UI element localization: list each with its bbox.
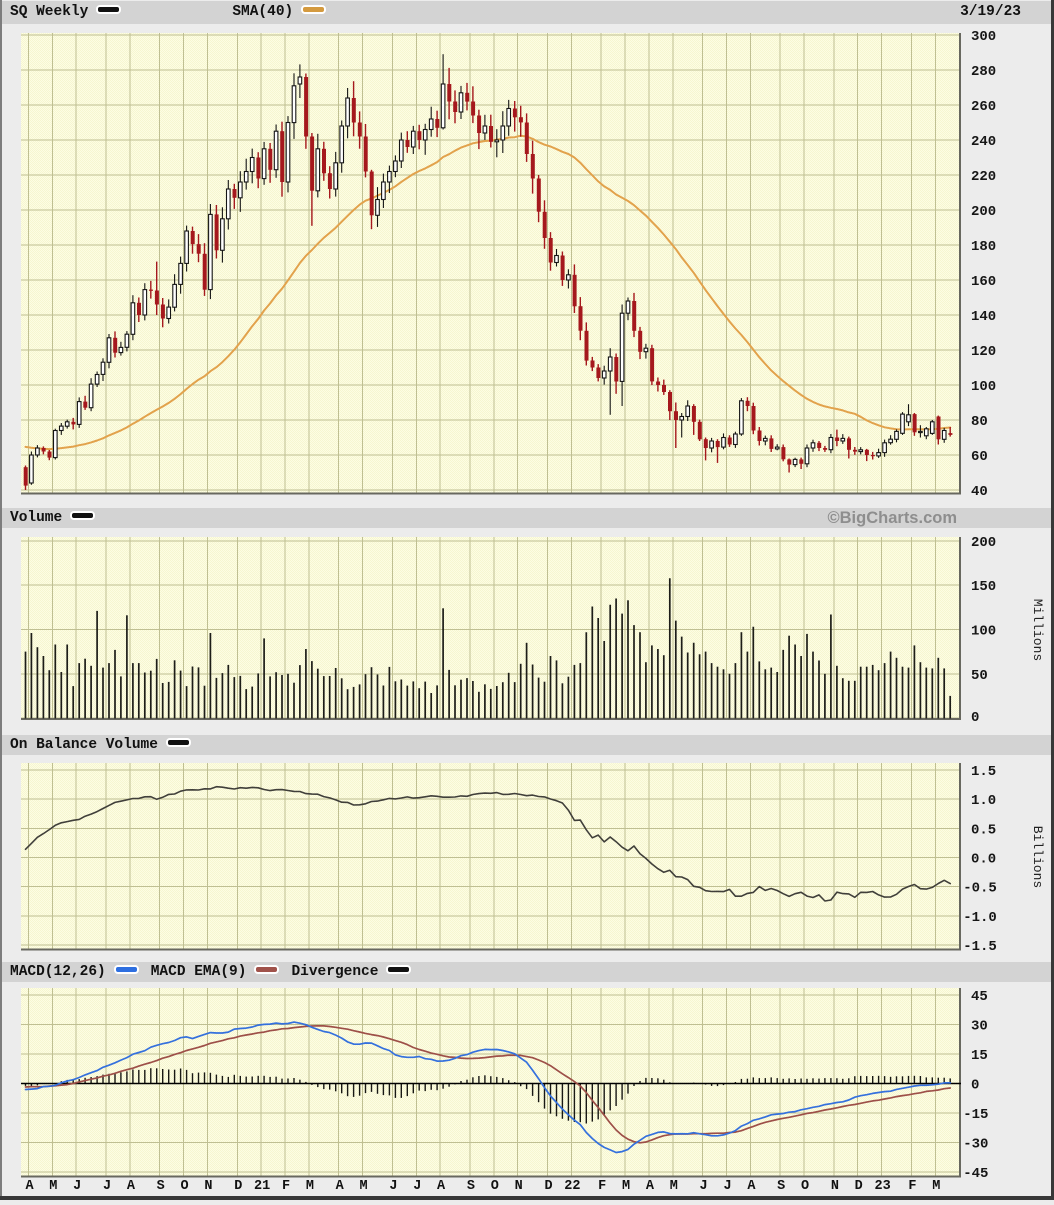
svg-text:300: 300 <box>971 29 996 45</box>
svg-text:0: 0 <box>971 1078 979 1094</box>
svg-text:M: M <box>932 1179 940 1194</box>
svg-text:J: J <box>723 1179 731 1194</box>
svg-text:Billions: Billions <box>1030 826 1045 888</box>
svg-text:A: A <box>747 1179 756 1194</box>
svg-text:J: J <box>413 1179 421 1194</box>
svg-text:A: A <box>25 1179 34 1194</box>
svg-text:D: D <box>855 1179 863 1194</box>
svg-text:-1.0: -1.0 <box>963 910 997 926</box>
svg-text:100: 100 <box>971 624 996 640</box>
svg-text:S: S <box>777 1179 785 1194</box>
svg-text:0.0: 0.0 <box>971 852 996 868</box>
svg-text:A: A <box>336 1179 345 1194</box>
svg-text:-30: -30 <box>963 1137 988 1153</box>
svg-text:O: O <box>801 1179 809 1194</box>
svg-text:1.0: 1.0 <box>971 793 996 809</box>
svg-text:15: 15 <box>971 1048 988 1064</box>
svg-text:260: 260 <box>971 99 996 115</box>
svg-text:140: 140 <box>971 309 996 325</box>
svg-text:A: A <box>127 1179 136 1194</box>
svg-text:-0.5: -0.5 <box>963 881 997 897</box>
svg-text:50: 50 <box>971 668 988 684</box>
svg-text:200: 200 <box>971 204 996 220</box>
svg-text:240: 240 <box>971 134 996 150</box>
svg-text:J: J <box>700 1179 708 1194</box>
svg-text:M: M <box>622 1179 630 1194</box>
svg-text:60: 60 <box>971 449 988 465</box>
svg-text:F: F <box>908 1179 916 1194</box>
svg-text:30: 30 <box>971 1019 988 1035</box>
svg-text:-45: -45 <box>963 1166 988 1182</box>
svg-text:N: N <box>515 1179 523 1194</box>
svg-text:1.5: 1.5 <box>971 764 996 780</box>
svg-text:180: 180 <box>971 239 996 255</box>
svg-text:Millions: Millions <box>1030 599 1045 661</box>
svg-text:280: 280 <box>971 64 996 80</box>
svg-text:22: 22 <box>564 1179 580 1194</box>
svg-text:S: S <box>157 1179 165 1194</box>
svg-text:21: 21 <box>254 1179 270 1194</box>
svg-text:J: J <box>73 1179 81 1194</box>
svg-text:D: D <box>234 1179 242 1194</box>
svg-text:A: A <box>646 1179 655 1194</box>
svg-text:M: M <box>670 1179 678 1194</box>
svg-text:M: M <box>360 1179 368 1194</box>
svg-text:200: 200 <box>971 535 996 551</box>
svg-text:120: 120 <box>971 344 996 360</box>
svg-text:F: F <box>282 1179 290 1194</box>
svg-text:0: 0 <box>971 710 979 726</box>
svg-text:23: 23 <box>874 1179 890 1194</box>
svg-text:J: J <box>389 1179 397 1194</box>
svg-text:160: 160 <box>971 274 996 290</box>
svg-text:M: M <box>49 1179 57 1194</box>
svg-text:A: A <box>437 1179 446 1194</box>
svg-text:N: N <box>831 1179 839 1194</box>
svg-text:F: F <box>598 1179 606 1194</box>
svg-text:0.5: 0.5 <box>971 822 996 838</box>
svg-text:-15: -15 <box>963 1107 988 1123</box>
svg-text:N: N <box>204 1179 212 1194</box>
svg-text:40: 40 <box>971 484 988 500</box>
svg-text:D: D <box>544 1179 552 1194</box>
svg-text:O: O <box>181 1179 189 1194</box>
svg-text:-1.5: -1.5 <box>963 939 997 955</box>
svg-text:M: M <box>306 1179 314 1194</box>
svg-text:220: 220 <box>971 169 996 185</box>
svg-text:100: 100 <box>971 379 996 395</box>
svg-text:80: 80 <box>971 414 988 430</box>
svg-text:O: O <box>491 1179 499 1194</box>
svg-text:J: J <box>103 1179 111 1194</box>
svg-text:150: 150 <box>971 579 996 595</box>
svg-text:45: 45 <box>971 989 988 1005</box>
svg-text:S: S <box>467 1179 475 1194</box>
